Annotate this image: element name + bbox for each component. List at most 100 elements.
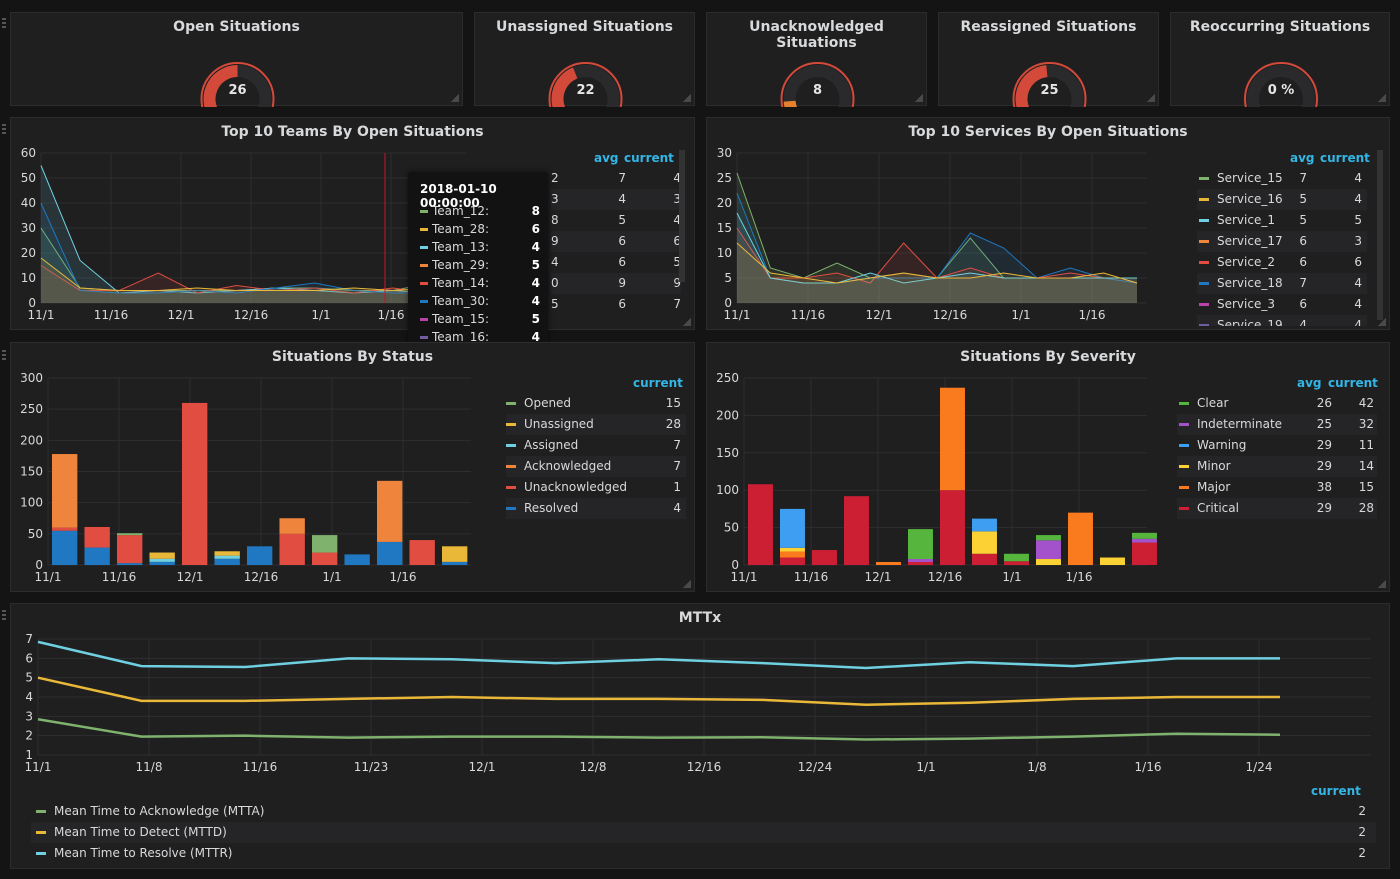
legend-avg: 6: [1299, 297, 1307, 311]
panel-resize-handle[interactable]: [683, 94, 691, 102]
teams-panel[interactable]: Top 10 Teams By Open Situations 0 10 20 30 4…: [10, 117, 695, 330]
panel-resize-handle[interactable]: [1378, 318, 1386, 326]
services-legend: Service_15 7 4 Service_16 5 4 Service_1 5 5 Servi…: [1197, 168, 1367, 326]
services-line-chart[interactable]: 0 5 10 15 20 25 30 11/1 11/16 12/1 12/16 1/1 1/16: [707, 118, 1157, 331]
legend-current-header[interactable]: current: [624, 151, 674, 165]
legend-item[interactable]: Acknowledged 7: [506, 456, 686, 477]
legend-item[interactable]: Mean Time to Acknowledge (MTTA) 2: [31, 801, 1376, 822]
legend-item[interactable]: Mean Time to Resolve (MTTR) 2: [31, 843, 1376, 864]
panel-resize-handle[interactable]: [683, 580, 691, 588]
y-tick-label: 10: [21, 271, 36, 285]
legend-item[interactable]: Minor 29 14: [1177, 456, 1377, 477]
legend-item[interactable]: Service_1 5 5: [1197, 210, 1367, 231]
severity-bar-chart[interactable]: 0 50 100 150 200 250 11/1 11/16 12/1 12/16 1/1 1/16: [707, 343, 1157, 593]
legend-avg-header[interactable]: avg: [1290, 151, 1315, 165]
legend-item[interactable]: Service_17 6 3: [1197, 231, 1367, 252]
severity-panel[interactable]: Situations By Severity 0 50 100 150 200 250 11…: [706, 342, 1390, 592]
status-bar-chart[interactable]: 0 50 100 150 200 250 300 11/1 11/16 12/1 12/16 1/1 1…: [11, 343, 491, 593]
panel-resize-handle[interactable]: [683, 318, 691, 326]
stat-panel[interactable]: Unacknowledged Situations 8: [706, 12, 927, 107]
legend-item[interactable]: Mean Time to Detect (MTTD) 2: [31, 822, 1376, 843]
legend-item[interactable]: Service_19 4 4: [1197, 315, 1367, 326]
panel-resize-handle[interactable]: [451, 94, 459, 102]
legend-item[interactable]: Service_15 7 4: [1197, 168, 1367, 189]
panel-resize-handle[interactable]: [915, 94, 923, 102]
legend-item[interactable]: Service_3 6 4: [1197, 294, 1367, 315]
stat-panel[interactable]: Open Situations 26: [10, 12, 463, 107]
legend-item[interactable]: 9 6 6: [551, 231, 681, 252]
legend-avg-header[interactable]: avg: [1297, 376, 1322, 390]
legend-current-header[interactable]: current: [633, 376, 683, 390]
legend-item[interactable]: Assigned 7: [506, 435, 686, 456]
legend-item[interactable]: Warning 29 11: [1177, 435, 1377, 456]
series-area: [737, 173, 1137, 303]
tooltip-row: Team_13: 4: [420, 238, 540, 256]
legend-label: Service_3: [1217, 297, 1275, 311]
panel-resize-handle[interactable]: [1378, 580, 1386, 588]
row-drag-handle[interactable]: [2, 124, 6, 138]
stat-panel[interactable]: Reassigned Situations 25: [938, 12, 1159, 107]
status-panel[interactable]: Situations By Status 0 50 100 150 200 250 300 1…: [10, 342, 695, 592]
row-drag-handle[interactable]: [2, 610, 6, 624]
row-drag-handle[interactable]: [2, 18, 6, 32]
legend-current: 7: [673, 297, 681, 311]
legend-item[interactable]: Unassigned 28: [506, 414, 686, 435]
legend-item[interactable]: Service_18 7 4: [1197, 273, 1367, 294]
x-tick-label: 1/1: [1002, 570, 1021, 584]
panel-resize-handle[interactable]: [1378, 94, 1386, 102]
legend-current: 1: [673, 480, 681, 494]
legend-scrollbar[interactable]: [679, 150, 685, 282]
gauge-fill: [551, 67, 578, 107]
legend-item[interactable]: Unacknowledged 1: [506, 477, 686, 498]
legend-avg: 9: [618, 276, 626, 290]
legend-item[interactable]: Indeterminate 25 32: [1177, 414, 1377, 435]
mttx-panel[interactable]: MTTx 1 2 3 4 5 6 7 11/1 11/8 11/16 11/23 12/1 12/8 12…: [10, 603, 1390, 869]
legend-current-header[interactable]: current: [1328, 376, 1378, 390]
y-tick-label: 5: [724, 271, 732, 285]
legend-item[interactable]: 3 4 3: [551, 189, 681, 210]
panel-resize-handle[interactable]: [1147, 94, 1155, 102]
bar-segment: [1036, 535, 1061, 541]
legend-item[interactable]: 4 6 5: [551, 252, 681, 273]
bar-segment: [1004, 561, 1029, 565]
legend-avg: 29: [1316, 501, 1332, 515]
legend-swatch: [506, 444, 516, 447]
legend-current-header[interactable]: current: [1311, 784, 1361, 798]
legend-label: Mean Time to Detect (MTTD): [54, 825, 227, 839]
bar-segment: [344, 554, 370, 565]
teams-line-chart[interactable]: 0 10 20 30 40 50 60 11/1 11/16 12/1 12/16 1/1 1/16: [11, 118, 471, 331]
legend-scrollbar[interactable]: [1377, 150, 1383, 320]
series-line: [37, 676, 1280, 706]
legend-item[interactable]: Critical 29 28: [1177, 498, 1377, 519]
tooltip-label: Team_13:: [432, 240, 490, 254]
y-tick-label: 6: [25, 651, 33, 665]
legend-item[interactable]: Opened 15: [506, 393, 686, 414]
stat-panel[interactable]: Reoccurring Situations 0 %: [1170, 12, 1390, 107]
legend-label: Clear: [1197, 396, 1229, 410]
legend-item[interactable]: 8 5 4: [551, 210, 681, 231]
mttx-line-chart[interactable]: 1 2 3 4 5 6 7 11/1 11/8 11/16 11/23 12/1 12/8 12/16 12…: [11, 604, 1391, 779]
legend-label: Acknowledged: [524, 459, 612, 473]
legend-item[interactable]: 5 6 7: [551, 294, 681, 315]
row-drag-handle[interactable]: [2, 350, 6, 364]
legend-current: 15: [1358, 480, 1374, 494]
legend-item[interactable]: Service_16 5 4: [1197, 189, 1367, 210]
y-tick-label: 15: [717, 221, 732, 235]
legend-item[interactable]: Resolved 4: [506, 498, 686, 519]
legend-current: 2: [1358, 825, 1366, 839]
legend-item[interactable]: Service_2 6 6: [1197, 252, 1367, 273]
legend-current: 6: [673, 234, 681, 248]
stat-panel[interactable]: Unassigned Situations 22: [474, 12, 695, 107]
teams-legend: 2 7 4 3 4 3 8 5 4 9 6 6 4 6 5 0 9 9 5 6 7: [551, 168, 681, 326]
legend-item[interactable]: Major 38 15: [1177, 477, 1377, 498]
legend-current-header[interactable]: current: [1320, 151, 1370, 165]
legend-item[interactable]: 0 9 9: [551, 273, 681, 294]
legend-item[interactable]: Clear 26 42: [1177, 393, 1377, 414]
legend-avg-header[interactable]: avg: [594, 151, 619, 165]
services-panel[interactable]: Top 10 Services By Open Situations 0 5 10 1…: [706, 117, 1390, 330]
legend-item[interactable]: 2 7 4: [551, 168, 681, 189]
tooltip-label: Team_15:: [432, 312, 490, 326]
gauge: [200, 62, 275, 107]
tooltip-value: 4: [531, 330, 540, 344]
x-tick-label: 1/8: [1027, 760, 1046, 774]
